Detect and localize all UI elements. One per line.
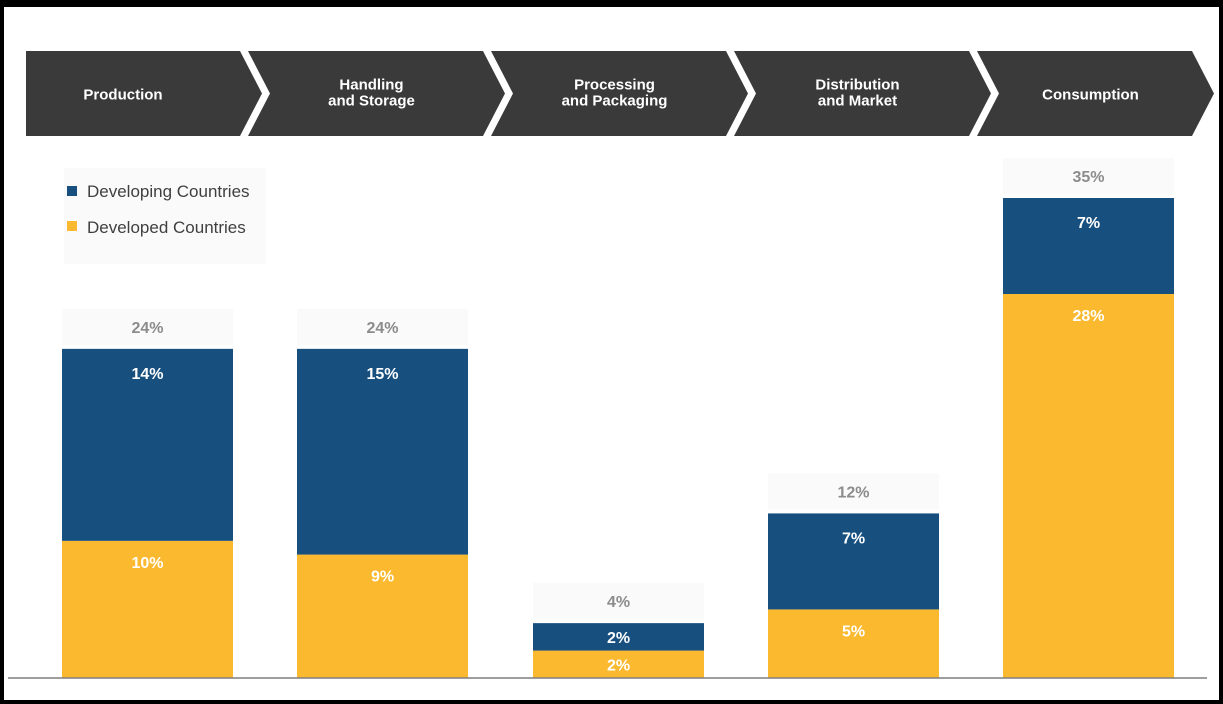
total-label-background <box>533 583 704 620</box>
segment-label-developed: 2% <box>607 657 630 674</box>
bar-developing <box>768 513 939 610</box>
stage-chevron <box>977 51 1214 136</box>
segment-label-developed: 9% <box>371 569 394 586</box>
legend-background <box>64 168 266 264</box>
stage-chevron <box>248 51 505 136</box>
legend-swatch-developed <box>67 221 77 231</box>
stage-chevron <box>26 51 262 136</box>
total-label: 35% <box>1072 169 1104 186</box>
segment-label-developing: 7% <box>842 530 865 547</box>
stage-band: Production Handling and Storage Processing a… <box>26 51 1214 136</box>
segment-label-developing: 14% <box>131 366 163 383</box>
segment-label-developing: 7% <box>1077 215 1100 232</box>
total-label: 24% <box>131 320 163 337</box>
bar-developed <box>768 609 939 678</box>
legend-label-developing: Developing Countries <box>87 182 250 201</box>
total-label: 24% <box>366 320 398 337</box>
segment-label-developing: 2% <box>607 630 630 647</box>
segment-label-developed: 10% <box>131 555 163 572</box>
stage-chevron <box>491 51 748 136</box>
segment-label-developed: 5% <box>842 623 865 640</box>
total-label: 12% <box>837 484 869 501</box>
stage-label: Handling and Storage <box>328 77 415 110</box>
legend: Developing Countries Developed Countries <box>64 168 266 264</box>
segment-label-developing: 15% <box>366 366 398 383</box>
legend-swatch-developing <box>67 186 77 196</box>
bar-developed <box>297 554 468 678</box>
total-label-background <box>768 473 939 510</box>
total-label-background <box>297 308 468 345</box>
segment-label-developed: 28% <box>1072 308 1104 325</box>
bars: 24% 14% 10% 24% 15% 9% 4% 2% 2% 12% 7% 5% 35% 7% 28% <box>62 158 1174 678</box>
stage-label: Production <box>83 87 162 104</box>
bar-developed <box>62 540 233 678</box>
bar-developed <box>533 650 704 678</box>
bar-developing <box>62 348 233 541</box>
bar-developing <box>297 348 468 555</box>
bar-developing <box>1003 198 1174 294</box>
bar-developed <box>1003 294 1174 678</box>
legend-label-developed: Developed Countries <box>87 218 246 237</box>
bar-developing <box>533 623 704 651</box>
stage-chevron <box>734 51 991 136</box>
stage-label: Distribution and Market <box>815 77 899 110</box>
total-label-background <box>62 308 233 345</box>
stage-label: Processing and Packaging <box>562 77 668 110</box>
total-label: 4% <box>607 594 630 611</box>
total-label-background <box>1003 158 1174 194</box>
stage-label: Consumption <box>1042 87 1139 104</box>
